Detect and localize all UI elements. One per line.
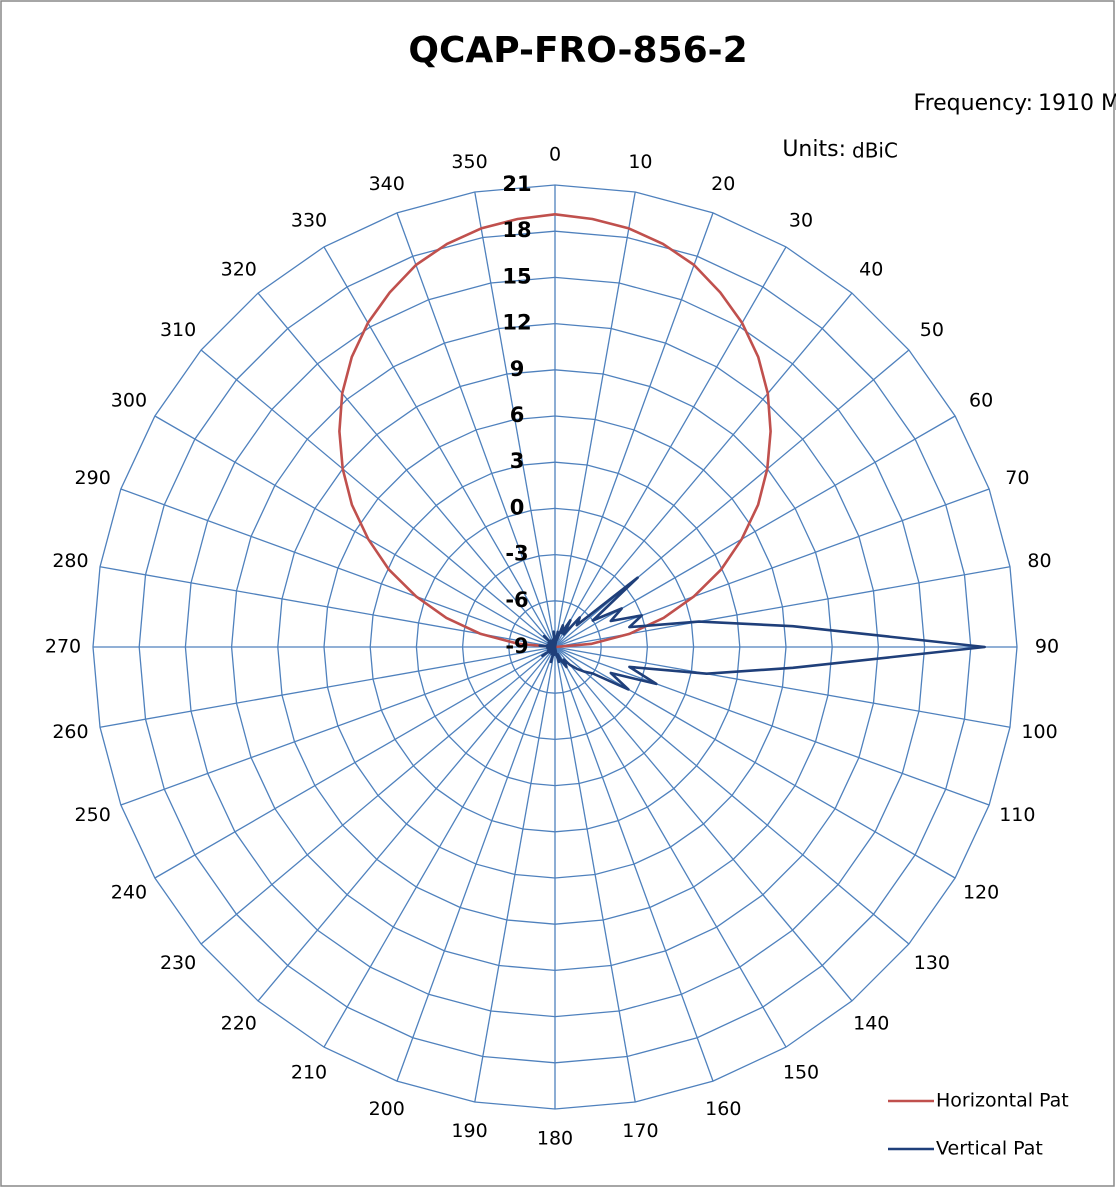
spoke — [554, 646, 910, 945]
r-tick-label: -9 — [505, 634, 528, 658]
angle-label: 350 — [451, 151, 487, 173]
series-line — [538, 576, 986, 691]
spoke — [554, 191, 636, 648]
angle-label: 210 — [291, 1062, 327, 1084]
spoke — [120, 646, 556, 806]
angle-label: 0 — [549, 144, 561, 166]
angle-label: 170 — [622, 1120, 658, 1142]
angle-label: 90 — [1035, 636, 1059, 658]
annotation: dBiC — [852, 139, 898, 163]
spoke — [554, 646, 636, 1103]
spoke — [200, 349, 556, 648]
spoke — [99, 646, 556, 728]
angle-label: 190 — [451, 1120, 487, 1142]
spoke — [396, 646, 556, 1082]
spoke — [474, 191, 556, 648]
spoke — [554, 646, 990, 806]
angle-label: 130 — [914, 952, 950, 974]
angle-label: 280 — [52, 550, 88, 572]
r-tick-label: 12 — [502, 311, 531, 335]
r-tick-label: 0 — [510, 495, 525, 519]
angle-label: 140 — [853, 1012, 889, 1034]
angle-label: 250 — [75, 804, 111, 826]
spoke — [154, 646, 556, 879]
spoke — [554, 292, 853, 648]
legend-label: Vertical Pat — [936, 1138, 1043, 1160]
spoke — [554, 246, 787, 648]
r-tick-label: 15 — [502, 264, 531, 288]
angle-label: 150 — [783, 1062, 819, 1084]
spoke — [257, 646, 556, 1002]
spoke — [323, 646, 556, 1048]
annotation: 1910 MHz — [1038, 91, 1116, 116]
angle-label: 20 — [711, 173, 735, 195]
angle-label: 110 — [999, 804, 1035, 826]
angle-label: 60 — [969, 390, 993, 412]
spoke — [554, 646, 787, 1048]
angle-label: 100 — [1021, 721, 1057, 743]
angle-label: 220 — [221, 1012, 257, 1034]
r-tick-label: 6 — [510, 403, 525, 427]
r-tick-label: -6 — [505, 588, 528, 612]
angle-label: 310 — [160, 319, 196, 341]
r-tick-label: 18 — [502, 218, 531, 242]
spoke — [474, 646, 556, 1103]
spoke — [554, 212, 714, 648]
angle-label: 230 — [160, 952, 196, 974]
angle-label: 180 — [537, 1128, 573, 1150]
r-tick-label: -3 — [505, 542, 528, 566]
spoke — [554, 646, 1011, 728]
angle-label: 290 — [75, 467, 111, 489]
spoke — [257, 292, 556, 648]
angle-label: 260 — [52, 721, 88, 743]
r-tick-label: 3 — [510, 449, 525, 473]
angle-label: 320 — [221, 259, 257, 281]
angle-label: 200 — [369, 1098, 405, 1120]
angle-label: 120 — [963, 882, 999, 904]
spoke — [323, 246, 556, 648]
annotation: Units: — [782, 137, 846, 162]
annotation: Frequency: — [914, 91, 1033, 116]
angle-label: 300 — [111, 390, 147, 412]
spoke — [554, 646, 714, 1082]
spoke — [154, 415, 556, 648]
spoke — [200, 646, 556, 945]
spoke — [396, 212, 556, 648]
angle-label: 80 — [1027, 550, 1051, 572]
r-tick-label: 9 — [510, 357, 525, 381]
chart-title: QCAP-FRO-856-2 — [408, 30, 747, 71]
angle-label: 330 — [291, 209, 327, 231]
spoke — [554, 488, 990, 648]
angle-label: 70 — [1005, 467, 1029, 489]
angle-label: 40 — [859, 259, 883, 281]
legend-label: Horizontal Pat — [936, 1090, 1069, 1112]
angle-label: 10 — [628, 151, 652, 173]
angle-label: 160 — [705, 1098, 741, 1120]
angle-label: 240 — [111, 882, 147, 904]
angle-label: 50 — [920, 319, 944, 341]
spoke — [120, 488, 556, 648]
spoke — [554, 646, 853, 1002]
angle-label: 340 — [369, 173, 405, 195]
r-tick-label: 21 — [502, 172, 531, 196]
angle-label: 270 — [45, 636, 81, 658]
angle-label: 30 — [789, 209, 813, 231]
